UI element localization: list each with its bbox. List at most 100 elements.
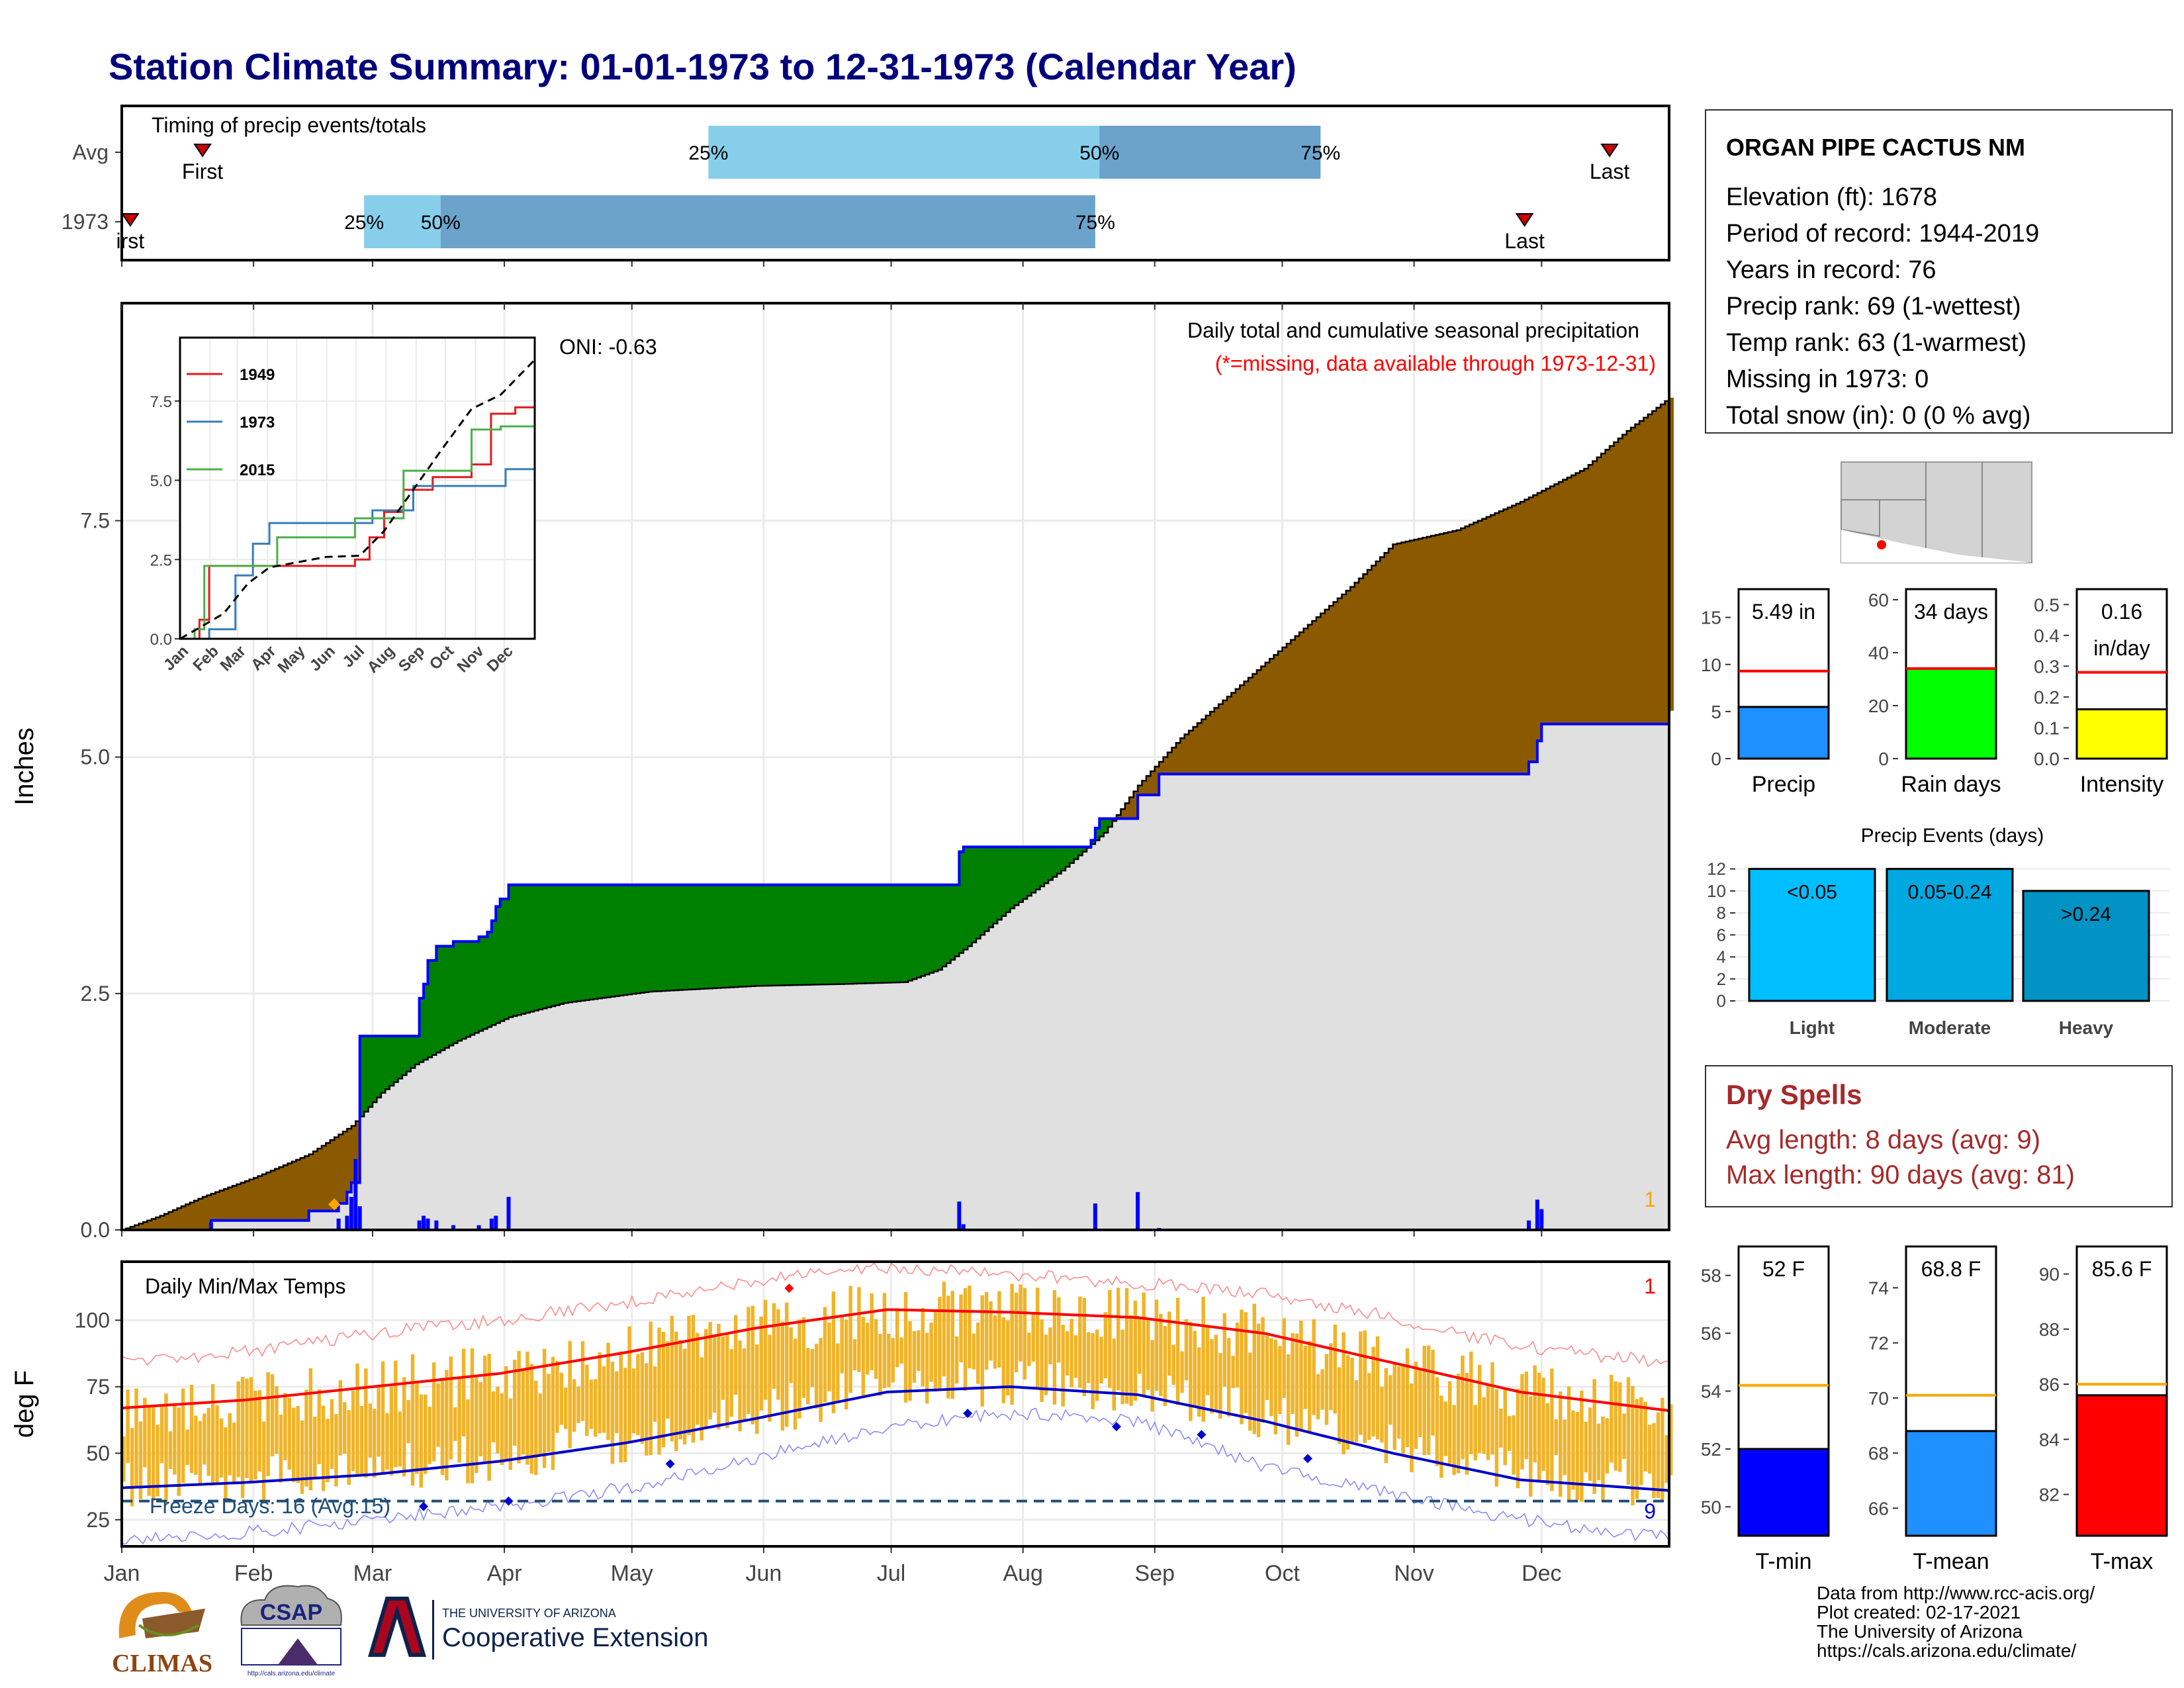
deficit-area xyxy=(1473,522,1479,774)
surplus-area xyxy=(385,1036,390,1090)
record-low-marker xyxy=(419,1501,429,1511)
deficit-area xyxy=(1124,803,1130,819)
daily-temp-bar xyxy=(721,1336,725,1400)
station-info-line: Missing in 1973: 0 xyxy=(1726,365,1929,393)
daily-temp-bar xyxy=(819,1338,823,1423)
daily-temp-bar xyxy=(661,1332,666,1448)
daily-temp-bar xyxy=(206,1407,210,1476)
daily-temp-bar xyxy=(725,1333,729,1429)
daily-temp-bar xyxy=(470,1348,475,1483)
temps-chart: Jan Feb Mar Apr May Jun Jul Aug Sep Oct Nov Dec 25 50… xyxy=(10,1260,1673,1586)
daily-temp-bar xyxy=(895,1308,899,1368)
y-axis-label: Inches xyxy=(10,727,39,806)
daily-temp-bar xyxy=(410,1354,415,1486)
daily-temp-bar xyxy=(797,1319,801,1419)
daily-temp-bar xyxy=(534,1380,538,1476)
daily-temp-bar xyxy=(1610,1374,1614,1463)
daily-temp-bar xyxy=(1486,1383,1490,1460)
deficit-area xyxy=(1150,771,1156,795)
daily-temp-bar xyxy=(844,1319,848,1410)
daily-temp-bar xyxy=(657,1327,661,1455)
daily-temp-bar xyxy=(1354,1380,1359,1442)
surplus-area xyxy=(364,1036,369,1112)
daily-temp-bar xyxy=(1163,1326,1167,1407)
surplus-area xyxy=(1082,847,1087,852)
daily-temp-bar xyxy=(1222,1313,1227,1387)
surplus-area xyxy=(933,884,938,972)
daily-temp-bar xyxy=(1605,1418,1610,1474)
daily-temp-bar xyxy=(1184,1319,1189,1381)
timing-chart: Timing of precip events/totals Avg 25% 50% 7… xyxy=(62,105,1670,267)
daily-temp-bar xyxy=(1567,1386,1571,1502)
y-tick-label: 5.0 xyxy=(150,473,172,491)
surplus-area xyxy=(1040,847,1045,886)
daily-temp-bar xyxy=(1159,1314,1163,1397)
daily-temp-bar xyxy=(568,1340,572,1448)
surplus-area xyxy=(738,884,743,987)
deficit-area xyxy=(1418,538,1424,774)
daily-temp-bar xyxy=(712,1335,717,1413)
surplus-area xyxy=(696,884,701,990)
locator-map-borders xyxy=(1841,462,1983,563)
y-tick-label: 60 xyxy=(1868,590,1889,610)
surplus-area xyxy=(610,884,615,997)
y-tick-label: 50 xyxy=(1701,1497,1721,1517)
daily-temp-bar xyxy=(249,1377,253,1481)
y-tick-label: 88 xyxy=(2039,1319,2060,1340)
deficit-area xyxy=(1273,655,1279,774)
daily-temp-bar xyxy=(1422,1346,1426,1456)
ua-cooperative-extension-logo: THE UNIVERSITY OF ARIZONA Cooperative Ex… xyxy=(367,1597,708,1660)
deficit-area xyxy=(1138,785,1143,795)
deficit-area xyxy=(1167,752,1173,774)
deficit-area xyxy=(296,1159,301,1221)
daily-temp-bar xyxy=(1108,1289,1112,1388)
daily-temp-bar xyxy=(253,1390,257,1479)
daily-temp-bar xyxy=(368,1403,372,1458)
daily-temp-bar xyxy=(210,1383,215,1485)
daily-temp-bar xyxy=(1082,1297,1087,1397)
surplus-area xyxy=(797,884,803,985)
surplus-area xyxy=(984,847,989,931)
daily-temp-bar xyxy=(542,1348,547,1468)
daily-temp-bar xyxy=(687,1315,691,1435)
daily-temp-bar xyxy=(1342,1332,1345,1454)
deficit-area xyxy=(1507,507,1512,774)
daily-temp-bar xyxy=(976,1322,980,1384)
daily-temp-bar xyxy=(933,1311,938,1391)
daily-temp-bar xyxy=(729,1348,733,1417)
daily-temp-bar xyxy=(1218,1353,1222,1419)
y-tick-label: 2.5 xyxy=(150,551,172,569)
y-tick-label: 4 xyxy=(1717,947,1726,967)
surplus-area xyxy=(559,884,565,1004)
deficit-area xyxy=(1371,565,1377,774)
deficit-area xyxy=(1345,590,1351,774)
surplus-area xyxy=(436,946,441,1053)
climas-line xyxy=(138,1624,200,1636)
deficit-area xyxy=(1354,583,1359,774)
daily-temp-bar xyxy=(780,1321,785,1431)
deficit-area xyxy=(338,1134,343,1203)
daily-temp-bar xyxy=(801,1317,806,1398)
daily-temp-bar xyxy=(1019,1284,1023,1362)
avg-max-line xyxy=(121,1308,1670,1413)
daily-temp-bar xyxy=(564,1387,568,1429)
surplus-area xyxy=(657,884,662,992)
daily-temp-bar xyxy=(283,1393,287,1460)
daily-temp-bar xyxy=(1175,1297,1180,1405)
daily-temp-bar xyxy=(717,1323,721,1430)
y-tick-label: 20 xyxy=(1868,696,1889,716)
legend-label: 1949 xyxy=(240,366,275,384)
daily-temp-bar xyxy=(317,1389,321,1464)
daily-temp-bar xyxy=(406,1399,410,1444)
daily-temp-bar xyxy=(1278,1346,1282,1415)
deficit-area xyxy=(1614,442,1619,724)
daily-temp-bar xyxy=(385,1413,389,1470)
daily-temp-bar xyxy=(576,1386,580,1423)
daily-temp-bar xyxy=(151,1407,156,1501)
surplus-area xyxy=(972,847,977,943)
deficit-area xyxy=(1392,544,1398,774)
deficit-area xyxy=(308,1154,314,1211)
station-location-dot xyxy=(1877,540,1886,549)
surplus-area xyxy=(1001,847,1007,916)
